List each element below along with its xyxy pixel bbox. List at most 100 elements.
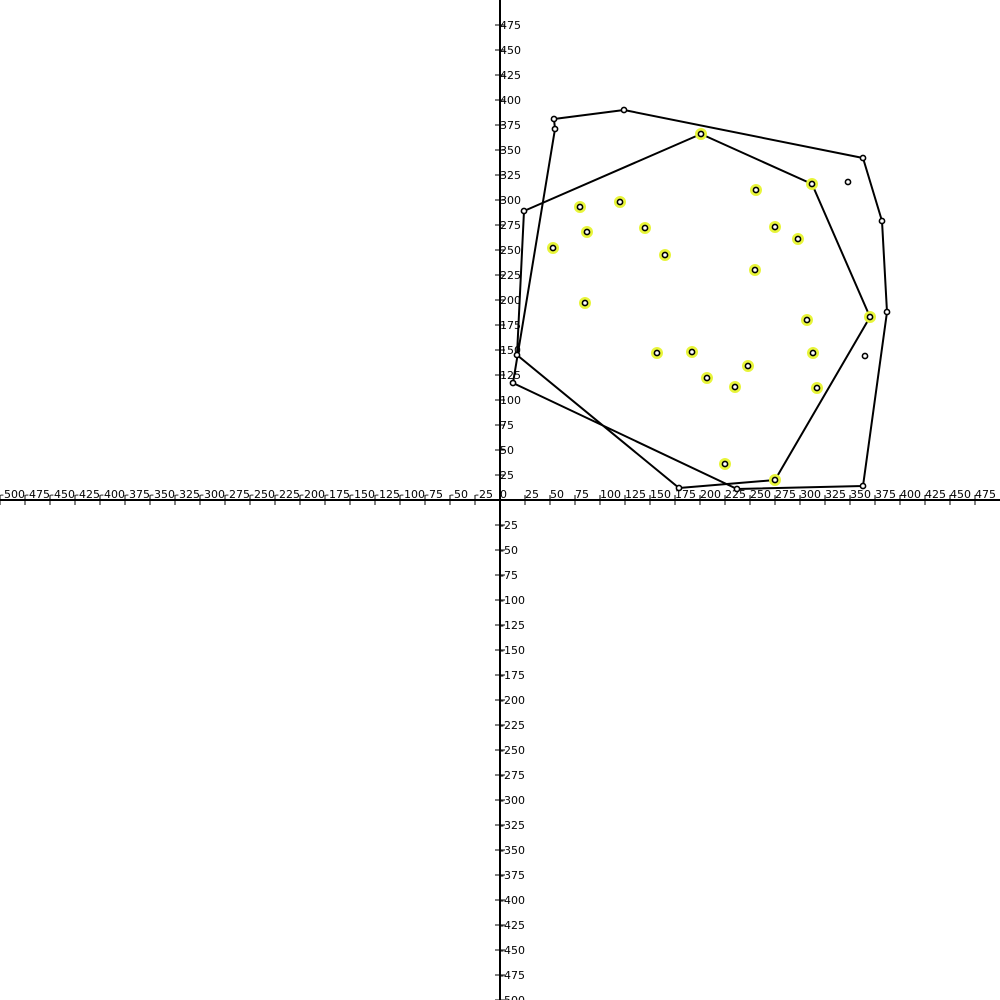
x-tick-label: 75	[575, 488, 589, 501]
point	[550, 115, 558, 123]
x-tick-label: -125	[375, 488, 400, 501]
y-tick-label: -125	[500, 619, 525, 632]
y-tick-label: -500	[500, 994, 525, 1000]
x-tick-label: -200	[300, 488, 325, 501]
y-tick-label: 400	[500, 94, 521, 107]
y-tick-label: -350	[500, 844, 525, 857]
point	[675, 484, 683, 492]
point	[641, 224, 649, 232]
point	[859, 482, 867, 490]
x-tick-label: -350	[150, 488, 175, 501]
point	[771, 223, 779, 231]
x-tick-label: -175	[325, 488, 350, 501]
point	[878, 217, 886, 225]
point	[509, 379, 517, 387]
hull-polygons	[512, 109, 888, 490]
point	[861, 352, 869, 360]
x-tick-label: -300	[200, 488, 225, 501]
y-tick-label: -150	[500, 644, 525, 657]
point	[752, 186, 760, 194]
x-tick-label: -50	[450, 488, 468, 501]
x-tick-label: 150	[650, 488, 671, 501]
x-tick-label: 125	[625, 488, 646, 501]
x-tick-label: 425	[925, 488, 946, 501]
y-tick-label: -300	[500, 794, 525, 807]
y-tick-label: 75	[500, 419, 514, 432]
y-tick-label: 100	[500, 394, 521, 407]
x-tick-label: 350	[850, 488, 871, 501]
point	[697, 130, 705, 138]
point	[794, 235, 802, 243]
point	[661, 251, 669, 259]
x-tick-label: 200	[700, 488, 721, 501]
y-tick-label: 250	[500, 244, 521, 257]
x-tick-label: 225	[725, 488, 746, 501]
point	[809, 349, 817, 357]
point	[549, 244, 557, 252]
point	[733, 485, 741, 493]
point	[844, 178, 852, 186]
x-tick-label: 375	[875, 488, 896, 501]
y-tick-label: -100	[500, 594, 525, 607]
y-tick-label: 350	[500, 144, 521, 157]
y-tick-label: -400	[500, 894, 525, 907]
x-tick-label: 275	[775, 488, 796, 501]
y-tick-label: 300	[500, 194, 521, 207]
y-tick-label: 475	[500, 19, 521, 32]
x-tick-label: 250	[750, 488, 771, 501]
point	[731, 383, 739, 391]
data-points	[509, 106, 891, 493]
y-tick-label: -475	[500, 969, 525, 982]
point	[583, 228, 591, 236]
y-tick-label: -325	[500, 819, 525, 832]
x-tick-label: -75	[425, 488, 443, 501]
y-tick-label: -175	[500, 669, 525, 682]
x-tick-label: -100	[400, 488, 425, 501]
x-tick-label: -425	[75, 488, 100, 501]
point	[551, 125, 559, 133]
point	[866, 313, 874, 321]
x-tick-label: 300	[800, 488, 821, 501]
point	[813, 384, 821, 392]
x-tick-label: 450	[950, 488, 971, 501]
point	[616, 198, 624, 206]
point	[653, 349, 661, 357]
polygon-inner	[516, 133, 871, 489]
point	[859, 154, 867, 162]
x-tick-label: -150	[350, 488, 375, 501]
point	[751, 266, 759, 274]
point	[703, 374, 711, 382]
x-tick-label: 50	[550, 488, 564, 501]
point	[581, 299, 589, 307]
x-tick-label: -475	[25, 488, 50, 501]
y-tick-label: -425	[500, 919, 525, 932]
x-tick-label: -450	[50, 488, 75, 501]
x-tick-label: -25	[475, 488, 493, 501]
point	[744, 362, 752, 370]
y-tick-label: -50	[500, 544, 518, 557]
point	[808, 180, 816, 188]
polygon-outer	[512, 109, 888, 490]
point	[576, 203, 584, 211]
y-tick-label: -25	[500, 519, 518, 532]
y-tick-label: -275	[500, 769, 525, 782]
y-tick-label: 450	[500, 44, 521, 57]
y-tick-label: 125	[500, 369, 521, 382]
x-tick-label: 0	[500, 488, 507, 501]
point	[620, 106, 628, 114]
y-tick-label: 275	[500, 219, 521, 232]
x-tick-label: -325	[175, 488, 200, 501]
x-tick-label: 400	[900, 488, 921, 501]
y-tick-label: -250	[500, 744, 525, 757]
y-tick-label: -375	[500, 869, 525, 882]
x-tick-label: 325	[825, 488, 846, 501]
x-tick-label: 25	[525, 488, 539, 501]
y-tick-label: -200	[500, 694, 525, 707]
y-tick-label: -75	[500, 569, 518, 582]
point	[803, 316, 811, 324]
point	[883, 308, 891, 316]
y-tick-label: 25	[500, 469, 514, 482]
y-tick-label: 375	[500, 119, 521, 132]
